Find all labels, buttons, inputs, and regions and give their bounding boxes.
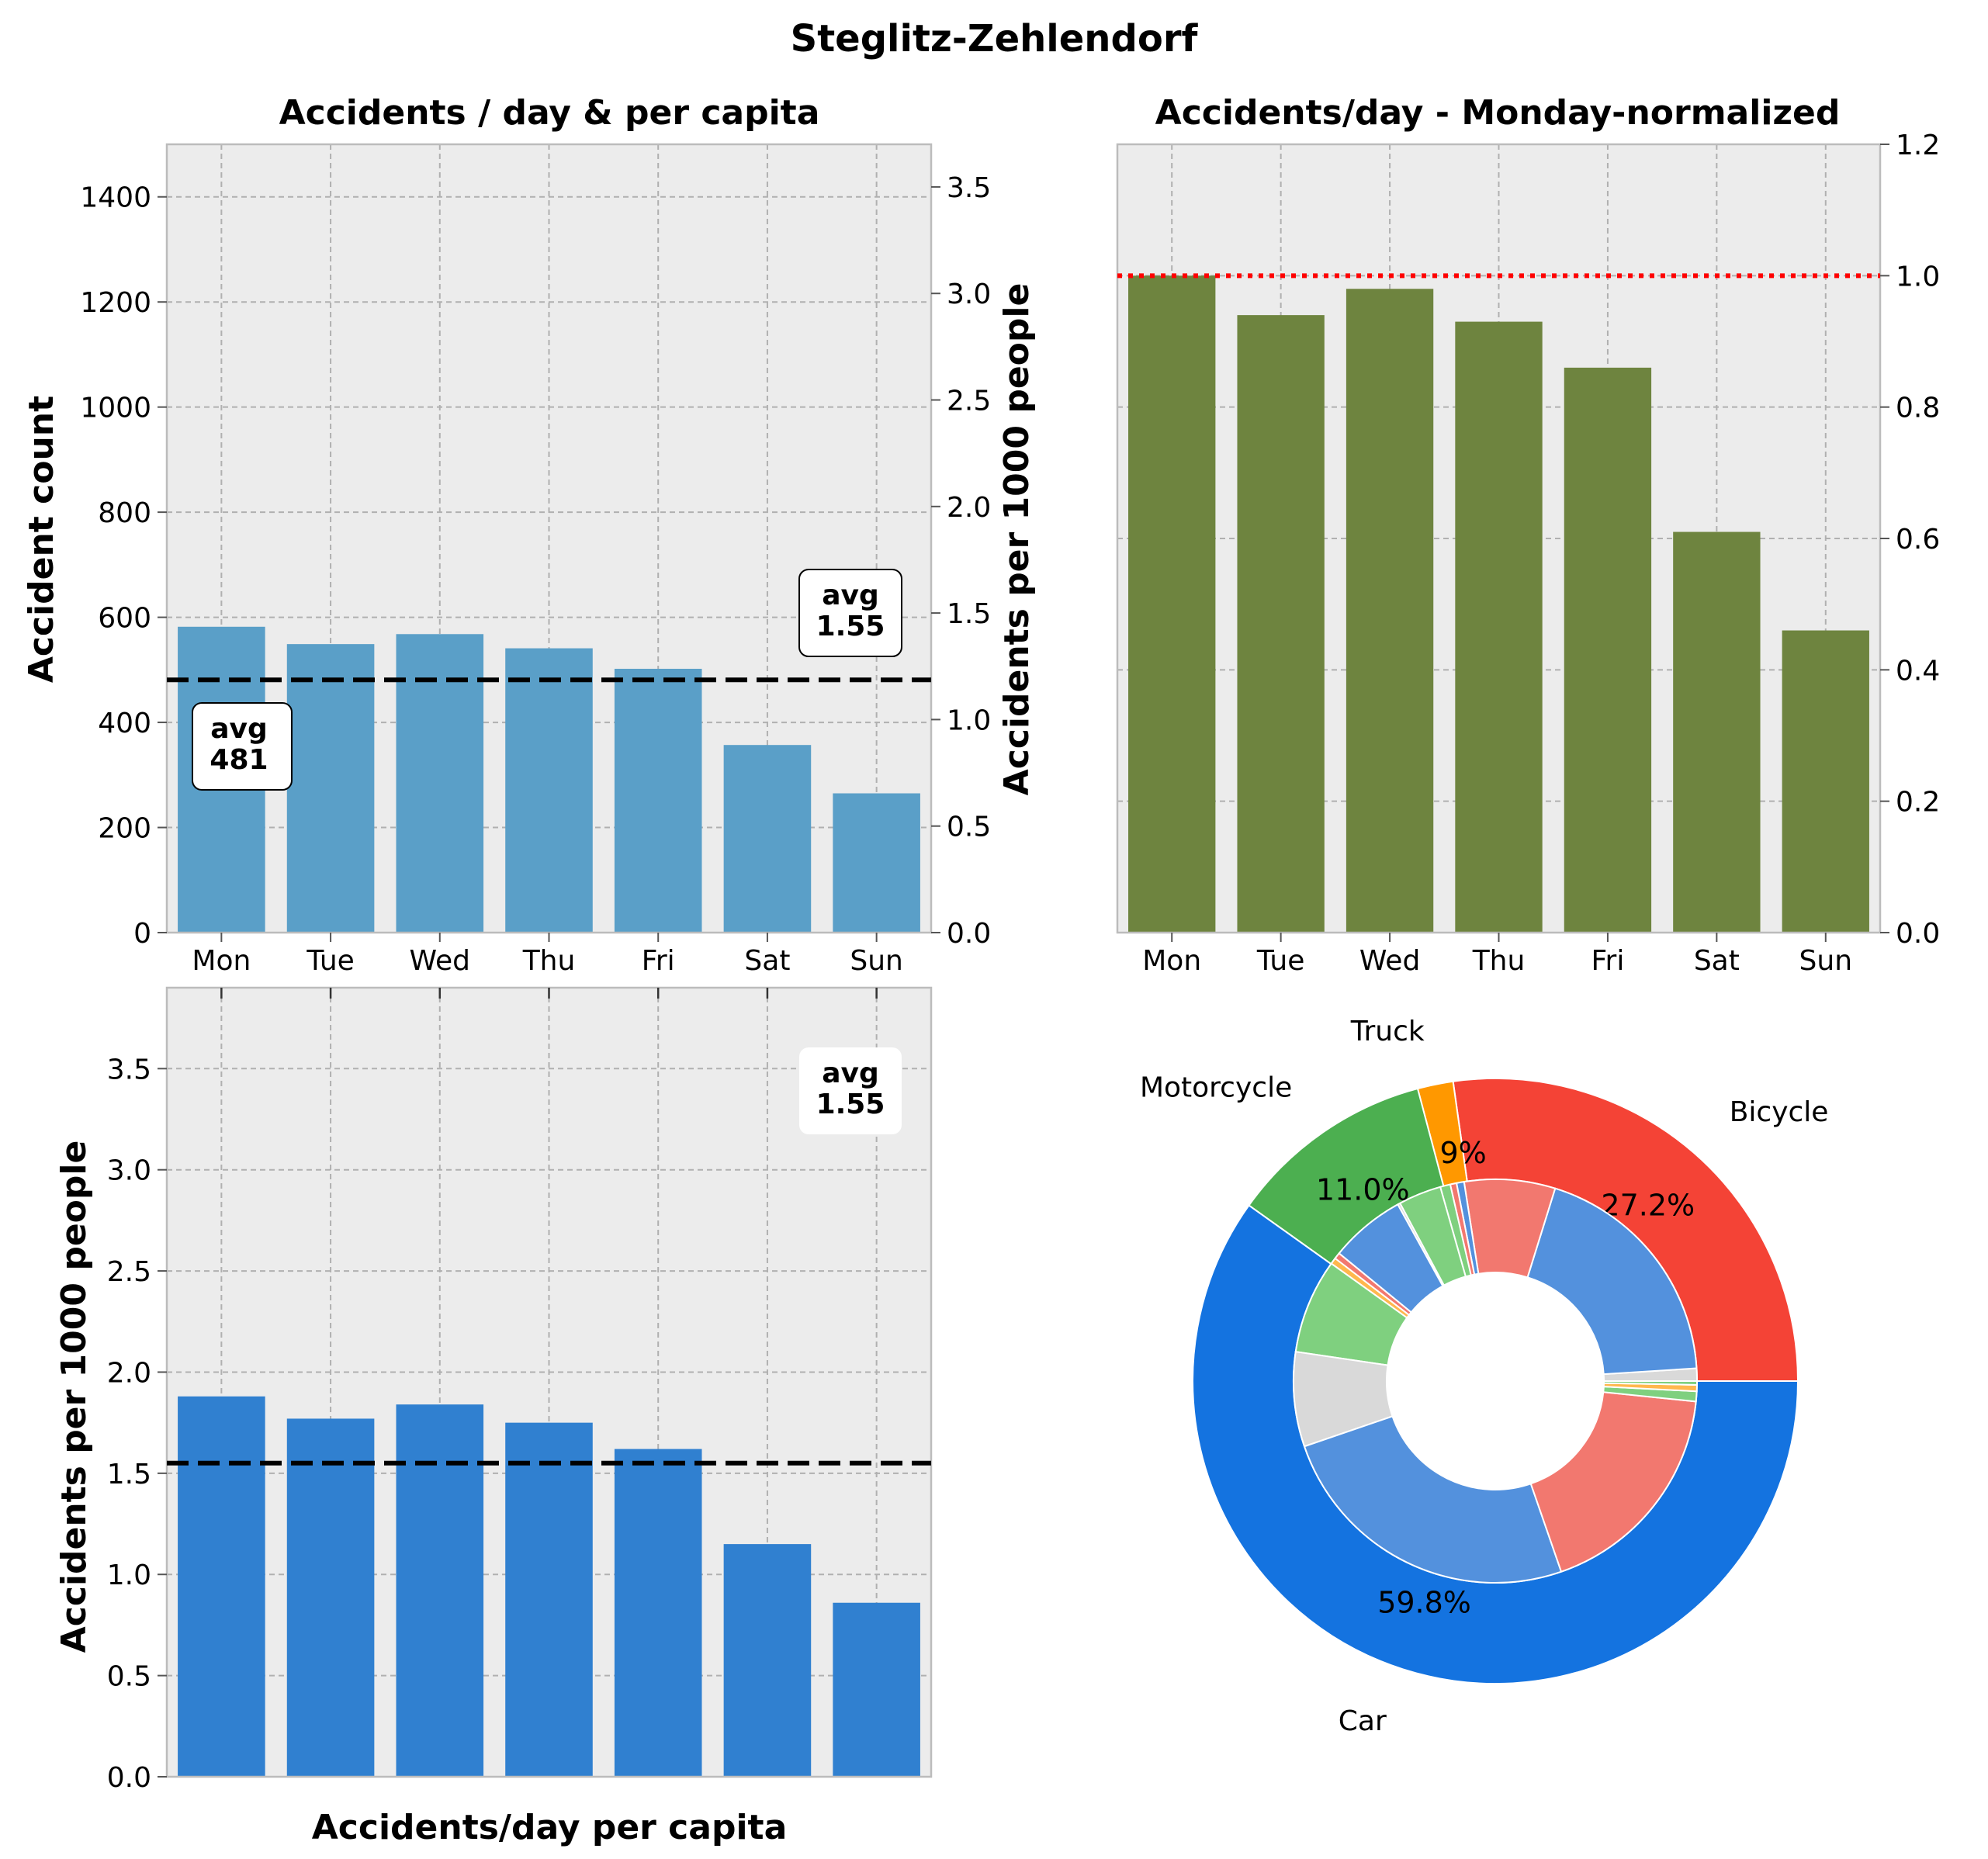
y-tick-label: 1200: [80, 287, 151, 319]
panel1-ylabel-right: Accidents per 1000 people: [997, 283, 1037, 796]
avg-label: avg 1.55: [816, 1058, 885, 1120]
right-y-tick-label: 1.0: [947, 704, 991, 736]
bar-thu: [505, 648, 593, 933]
right-y-tick-label: 2.5: [947, 386, 991, 417]
y-tick-label: 2.0: [107, 1357, 151, 1389]
right-y-tick-label: 0.0: [947, 918, 991, 950]
bar-tue: [286, 644, 375, 933]
x-tick-label-sat: Sat: [1694, 945, 1740, 977]
y-tick-label: 1.0: [107, 1560, 151, 1591]
pie-label-bicycle: Bicycle: [1730, 1096, 1829, 1128]
avg-count-label: avg 481: [210, 713, 268, 776]
x-tick-label-sat: Sat: [744, 945, 790, 977]
pie-label-truck: Truck: [1350, 1016, 1425, 1047]
avg-box: [799, 1047, 902, 1134]
right-y-tick-label: 3.5: [947, 172, 991, 204]
y-tick-label: 1.5: [107, 1459, 151, 1490]
pie-label-car: Car: [1339, 1705, 1387, 1737]
panel1-title: Accidents / day & per capita: [279, 93, 820, 133]
x-tick-label-sun: Sun: [1799, 945, 1852, 977]
x-tick-label-mon: Mon: [1142, 945, 1201, 977]
panel3-ylabel: Accidents per 1000 people: [54, 1141, 94, 1653]
bar-thu: [505, 1422, 593, 1777]
y-tick-label: 1.2: [1896, 130, 1940, 161]
x-tick-label-fri: Fri: [1591, 945, 1624, 977]
figure-suptitle: Steglitz-Zehlendorf: [791, 17, 1199, 61]
y-tick-label: 0.6: [1896, 524, 1940, 556]
bar-fri: [614, 1449, 702, 1777]
bar-sun: [833, 793, 920, 933]
x-tick-label-sun: Sun: [850, 945, 902, 977]
bar-fri: [1564, 367, 1652, 933]
bar-wed: [396, 1404, 484, 1777]
y-tick-label: 0: [133, 918, 151, 950]
bar-mon: [1128, 275, 1216, 933]
pie-pct-motorcycle: 11.0%: [1316, 1172, 1410, 1206]
bar-sat: [723, 1544, 812, 1777]
y-tick-label: 1.0: [1896, 261, 1940, 293]
inner-slice-1: [1526, 1187, 1698, 1376]
y-tick-label: 0.0: [1896, 918, 1940, 950]
panel-vehicle-pie: Bicycle27.2%Truck1.9%Motorcycle11.0%Car5…: [1140, 1016, 1829, 1737]
x-tick-label-wed: Wed: [410, 945, 471, 977]
y-tick-label: 600: [98, 603, 151, 635]
y-tick-label: 200: [98, 813, 151, 845]
right-y-tick-label: 3.0: [947, 279, 991, 310]
right-y-tick-label: 1.5: [947, 598, 991, 630]
y-tick-label: 0.8: [1896, 393, 1940, 424]
donut-hole: [1387, 1272, 1604, 1490]
bar-sat: [1673, 531, 1761, 933]
x-tick-label-wed: Wed: [1359, 945, 1421, 977]
right-y-tick-label: 2.0: [947, 492, 991, 524]
avg-per-capita-label: avg 1.55: [816, 580, 885, 642]
y-tick-label: 400: [98, 708, 151, 739]
bar-wed: [396, 634, 484, 933]
bar-sun: [833, 1602, 920, 1777]
y-tick-label: 3.0: [107, 1155, 151, 1187]
bar-tue: [1237, 315, 1325, 933]
x-tick-label-fri: Fri: [642, 945, 675, 977]
bar-tue: [286, 1418, 375, 1777]
bar-wed: [1346, 289, 1434, 933]
y-tick-label: 2.5: [107, 1256, 151, 1288]
y-tick-label: 0.2: [1896, 787, 1940, 819]
y-tick-label: 800: [98, 497, 151, 529]
bar-fri: [614, 668, 702, 933]
bar-thu: [1455, 321, 1543, 933]
pie-pct-bicycle: 27.2%: [1601, 1189, 1695, 1223]
x-tick-label-thu: Thu: [522, 945, 576, 977]
y-tick-label: 0.5: [107, 1661, 151, 1693]
y-tick-label: 1000: [80, 393, 151, 424]
y-tick-label: 0.4: [1896, 655, 1940, 687]
bar-sun: [1782, 630, 1869, 933]
x-tick-label-mon: Mon: [192, 945, 251, 977]
y-tick-label: 3.5: [107, 1054, 151, 1085]
pie-label-motorcycle: Motorcycle: [1140, 1072, 1292, 1104]
panel3-xlabel: Accidents/day per capita: [312, 1808, 788, 1847]
right-y-tick-label: 0.5: [947, 812, 991, 843]
bar-mon: [178, 1396, 265, 1777]
avg-count-box: [192, 702, 293, 791]
pie-pct-car: 59.8%: [1377, 1586, 1471, 1620]
x-tick-label-tue: Tue: [306, 945, 355, 977]
panel1-ylabel: Accident count: [22, 396, 61, 683]
x-tick-label-thu: Thu: [1472, 945, 1526, 977]
y-tick-label: 1400: [80, 182, 151, 214]
y-tick-label: 0.0: [107, 1762, 151, 1794]
panel-accidents-per-day: Accidents / day & per capita Accident co…: [22, 93, 1037, 977]
panel2-title: Accidents/day - Monday-normalized: [1155, 93, 1841, 133]
bar-sat: [723, 745, 812, 933]
panel-per-capita: Accidents per 1000 people Accidents/day …: [54, 986, 933, 1847]
avg-per-capita-box: [798, 569, 902, 657]
panel-monday-normalized: Accidents/day - Monday-normalized 0.0 0.2…: [1116, 93, 1940, 977]
x-tick-label-tue: Tue: [1256, 945, 1305, 977]
